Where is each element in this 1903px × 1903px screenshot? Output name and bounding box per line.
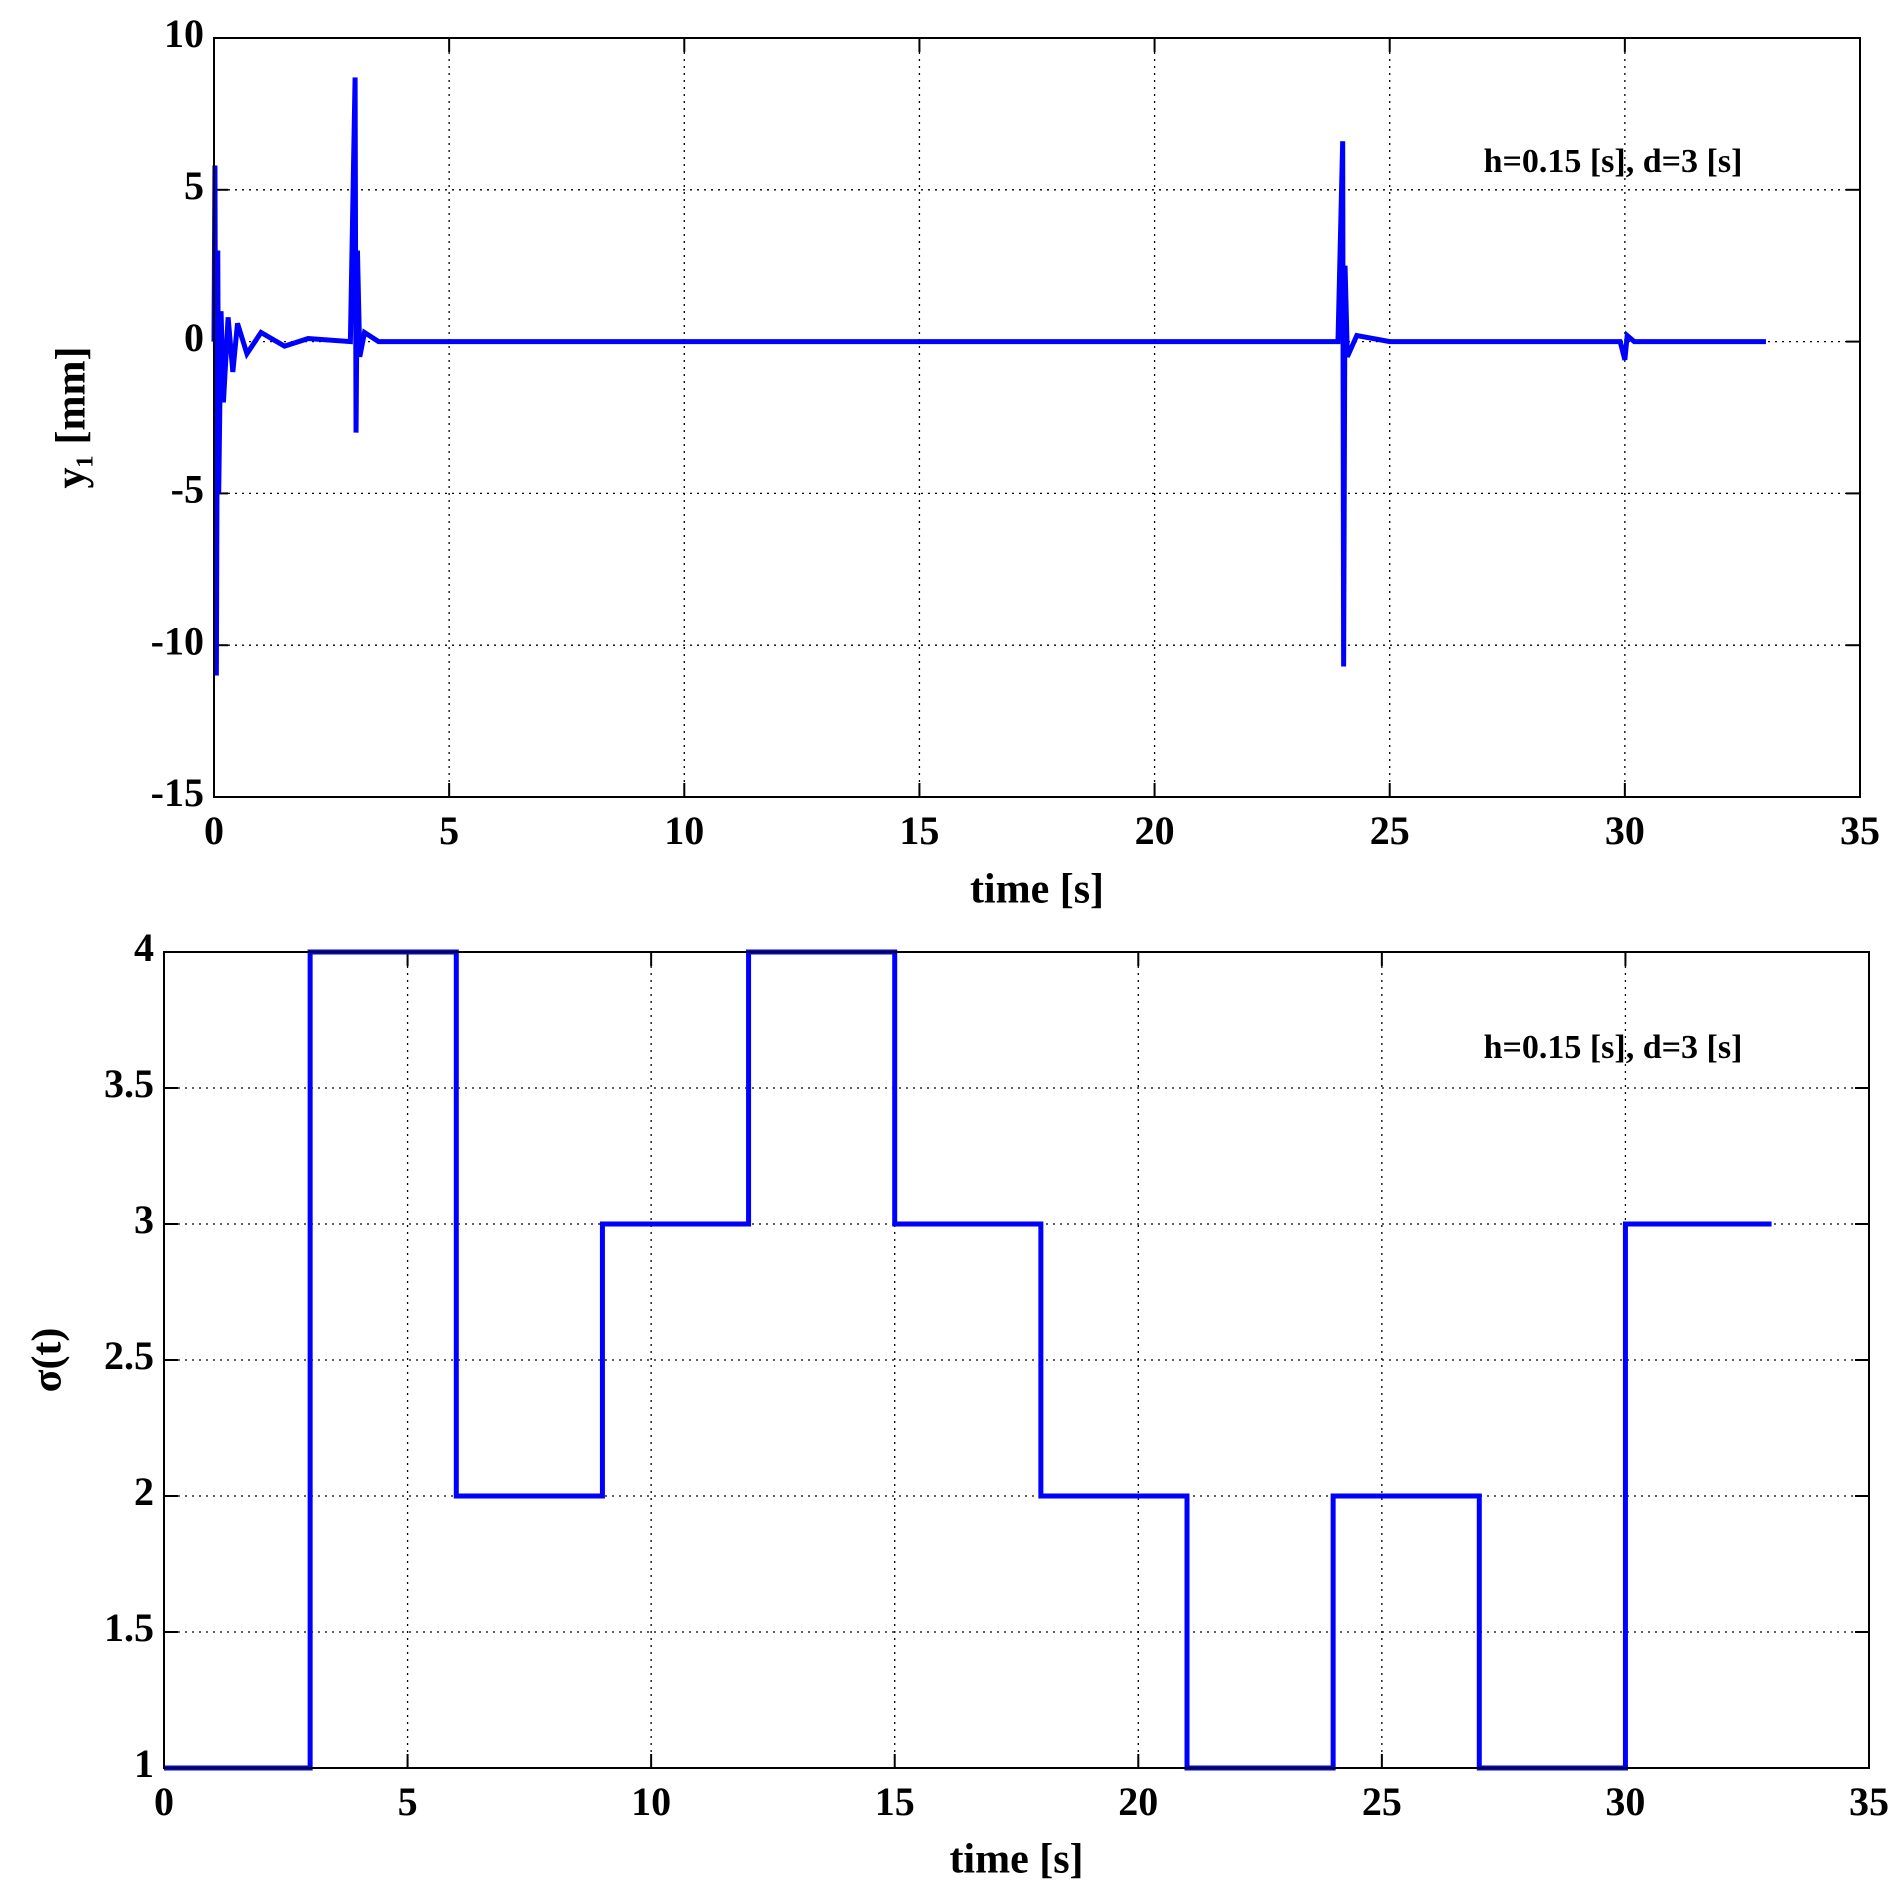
data-line [211, 77, 1766, 676]
axes-frame [213, 37, 1861, 798]
annotation: h=0.15 [s], d=3 [s] [1484, 1029, 1743, 1066]
x-tick-label: 20 [1118, 1779, 1158, 1824]
y-tick-label: 4 [134, 925, 154, 970]
x-tick-label: 5 [398, 1779, 418, 1824]
y-axis-label: σ(t) [25, 1328, 71, 1393]
annotation: h=0.15 [s], d=3 [s] [1484, 143, 1743, 180]
y-tick-label: 1 [134, 1741, 154, 1786]
y-tick-label: 3 [134, 1197, 154, 1242]
y-tick-label: -15 [151, 770, 204, 815]
data-line [164, 949, 1772, 1771]
x-tick-label: 25 [1370, 808, 1410, 853]
y-axis-label: y₁ [mm] [49, 346, 95, 488]
y-tick-label: 3.5 [104, 1061, 154, 1106]
x-tick-label: 10 [631, 1779, 671, 1824]
axes-frame [163, 951, 1870, 1769]
x-tick-label: 15 [875, 1779, 915, 1824]
y-tick-label: -10 [151, 618, 204, 663]
x-tick-label: 35 [1849, 1779, 1889, 1824]
x-tick-label: 30 [1605, 1779, 1645, 1824]
y-tick-label: -5 [171, 467, 204, 512]
y-tick-label: 2 [134, 1469, 154, 1514]
y-tick-label: 10 [164, 11, 204, 56]
y-tick-label: 2.5 [104, 1333, 154, 1378]
x-axis-label: time [s] [949, 1837, 1083, 1883]
y-tick-label: 1.5 [104, 1605, 154, 1650]
y-tick-label: 5 [184, 163, 204, 208]
x-tick-label: 30 [1605, 808, 1645, 853]
plot-area [214, 38, 1860, 797]
x-tick-label: 0 [204, 808, 224, 853]
x-tick-label: 35 [1840, 808, 1880, 853]
x-tick-label: 20 [1135, 808, 1175, 853]
x-tick-label: 15 [899, 808, 939, 853]
x-axis-label: time [s] [970, 867, 1104, 913]
x-tick-label: 10 [664, 808, 704, 853]
x-tick-label: 25 [1362, 1779, 1402, 1824]
y-tick-label: 0 [184, 315, 204, 360]
x-tick-label: 0 [154, 1779, 174, 1824]
plot-area [164, 952, 1869, 1768]
x-tick-label: 5 [439, 808, 459, 853]
